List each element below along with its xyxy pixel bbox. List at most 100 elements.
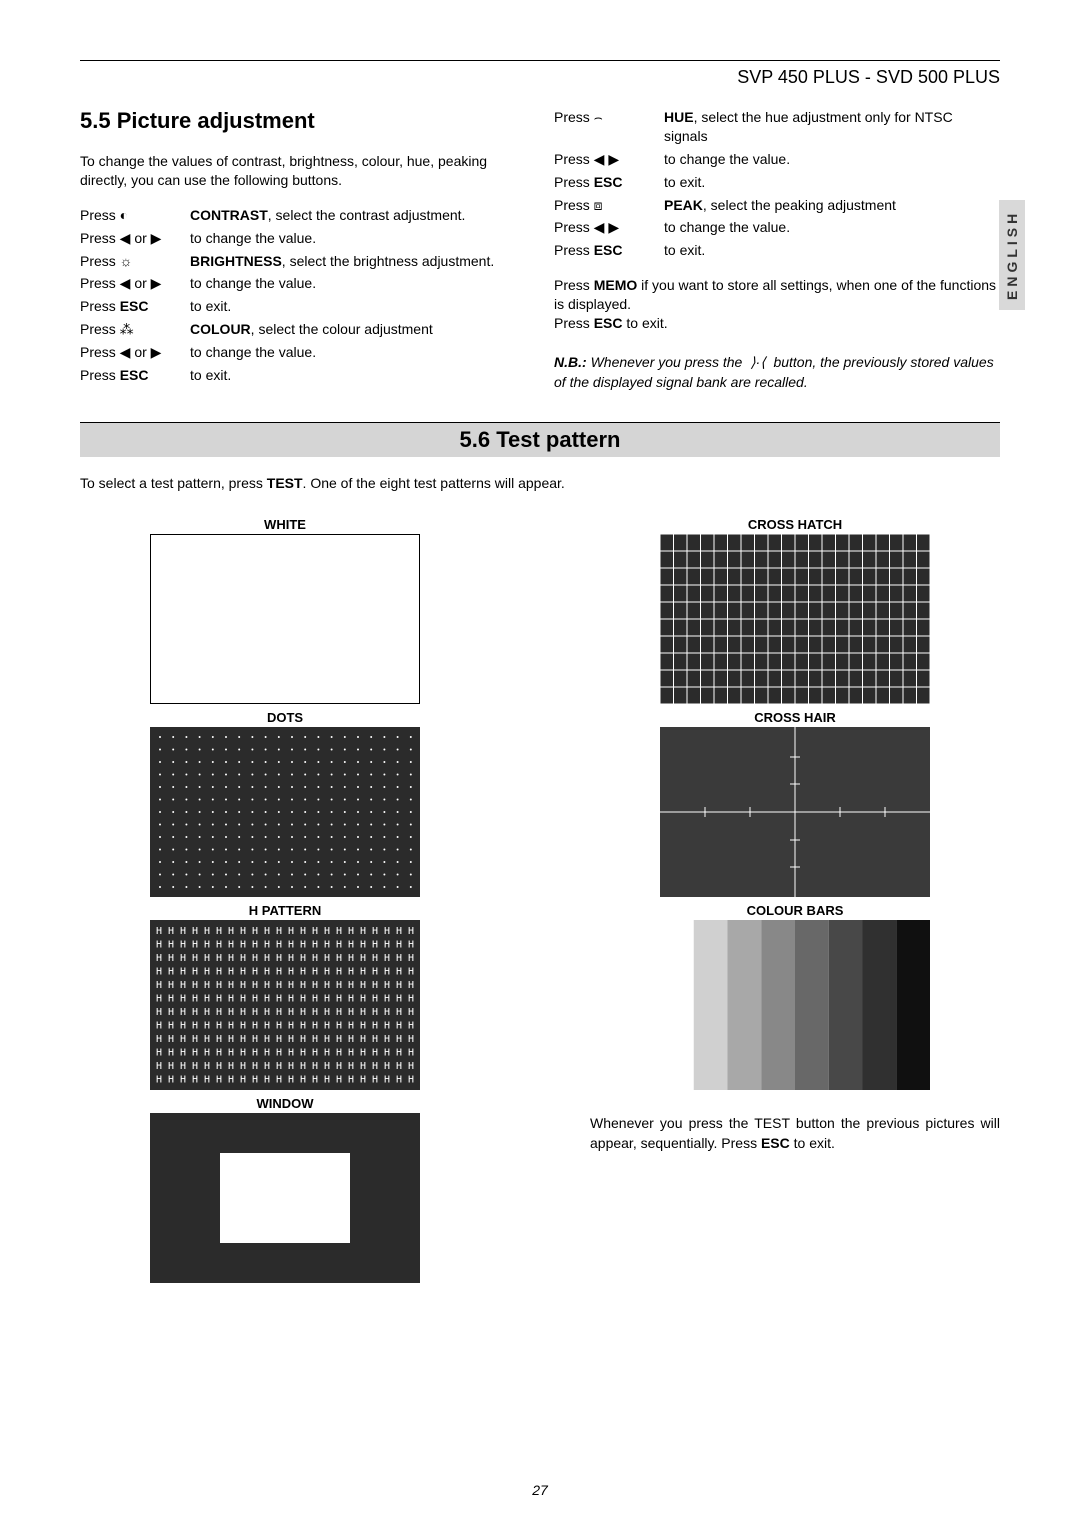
svg-text:H: H [348,1007,354,1018]
svg-text:H: H [252,980,258,991]
svg-text:H: H [372,994,378,1005]
svg-text:H: H [324,940,330,951]
svg-text:H: H [336,967,342,978]
svg-text:H: H [156,940,162,951]
svg-text:H: H [300,980,306,991]
svg-text:H: H [360,980,366,991]
svg-text:H: H [240,1021,246,1032]
svg-text:H: H [204,967,210,978]
svg-text:H: H [216,926,222,937]
svg-text:H: H [384,1007,390,1018]
svg-text:H: H [180,994,186,1005]
svg-text:H: H [408,994,414,1005]
svg-text:H: H [396,1048,402,1059]
svg-text:H: H [396,926,402,937]
svg-text:H: H [336,1007,342,1018]
svg-text:H: H [372,953,378,964]
svg-text:H: H [288,967,294,978]
svg-text:H: H [168,926,174,937]
svg-text:H: H [228,1048,234,1059]
svg-text:H: H [408,940,414,951]
svg-text:H: H [408,980,414,991]
svg-text:H: H [204,1075,210,1086]
svg-text:H: H [240,1075,246,1086]
instruction-row: Press ◐CONTRAST, select the contrast adj… [80,206,526,225]
svg-text:H: H [240,980,246,991]
svg-text:H: H [180,1034,186,1045]
svg-text:H: H [240,994,246,1005]
svg-text:H: H [336,926,342,937]
svg-text:H: H [300,953,306,964]
svg-text:H: H [252,1048,258,1059]
svg-text:H: H [192,1034,198,1045]
svg-text:H: H [264,1021,270,1032]
svg-text:H: H [336,1021,342,1032]
model-text: SVP 450 PLUS - SVD 500 PLUS [737,67,1000,88]
svg-text:H: H [264,1048,270,1059]
svg-text:H: H [372,1021,378,1032]
svg-text:H: H [192,1007,198,1018]
svg-text:H: H [336,940,342,951]
svg-text:H: H [180,967,186,978]
svg-text:H: H [180,1048,186,1059]
svg-text:H: H [240,926,246,937]
svg-text:H: H [300,1021,306,1032]
svg-text:H: H [348,1048,354,1059]
svg-text:H: H [156,1034,162,1045]
label-crosshair: CROSS HAIR [754,710,836,725]
instruction-row: Press ◀ or ▶to change the value. [80,343,526,362]
svg-text:H: H [252,994,258,1005]
pattern-crosshair [660,727,930,897]
svg-text:H: H [204,1021,210,1032]
svg-text:H: H [204,1007,210,1018]
svg-text:H: H [312,1061,318,1072]
svg-text:H: H [252,1061,258,1072]
svg-text:H: H [192,1021,198,1032]
svg-text:H: H [168,1021,174,1032]
svg-text:H: H [312,1021,318,1032]
svg-text:H: H [300,1048,306,1059]
svg-text:H: H [288,1034,294,1045]
svg-text:H: H [300,926,306,937]
header-rule [80,60,1000,61]
svg-text:H: H [276,967,282,978]
svg-text:H: H [204,1034,210,1045]
svg-text:H: H [372,967,378,978]
svg-text:H: H [300,1075,306,1086]
section56-intro: To select a test pattern, press TEST. On… [80,475,1000,491]
svg-text:H: H [264,967,270,978]
svg-text:H: H [192,953,198,964]
svg-text:H: H [276,1061,282,1072]
svg-text:H: H [228,994,234,1005]
section56-band: 5.6 Test pattern [80,423,1000,457]
svg-text:H: H [336,1048,342,1059]
svg-text:H: H [252,953,258,964]
svg-text:H: H [384,994,390,1005]
svg-text:H: H [240,1034,246,1045]
svg-text:H: H [168,1061,174,1072]
svg-text:H: H [216,1075,222,1086]
svg-text:H: H [168,967,174,978]
svg-text:H: H [288,994,294,1005]
patterns-right: CROSS HATCH CROSS HAIR COLOUR BARS Whene… [590,511,1000,1283]
svg-text:H: H [384,1021,390,1032]
svg-text:H: H [408,1048,414,1059]
svg-text:H: H [300,994,306,1005]
svg-text:H: H [372,1061,378,1072]
svg-text:H: H [360,940,366,951]
svg-text:H: H [348,967,354,978]
svg-text:H: H [396,1061,402,1072]
language-tab: ENGLISH [999,200,1025,310]
svg-text:H: H [336,980,342,991]
svg-text:H: H [360,1021,366,1032]
svg-text:H: H [228,1075,234,1086]
svg-text:H: H [276,980,282,991]
svg-text:H: H [372,940,378,951]
svg-text:H: H [204,953,210,964]
svg-text:H: H [264,940,270,951]
svg-text:H: H [324,1075,330,1086]
svg-text:H: H [168,1007,174,1018]
svg-text:H: H [360,926,366,937]
svg-text:H: H [348,1075,354,1086]
svg-text:H: H [252,1075,258,1086]
